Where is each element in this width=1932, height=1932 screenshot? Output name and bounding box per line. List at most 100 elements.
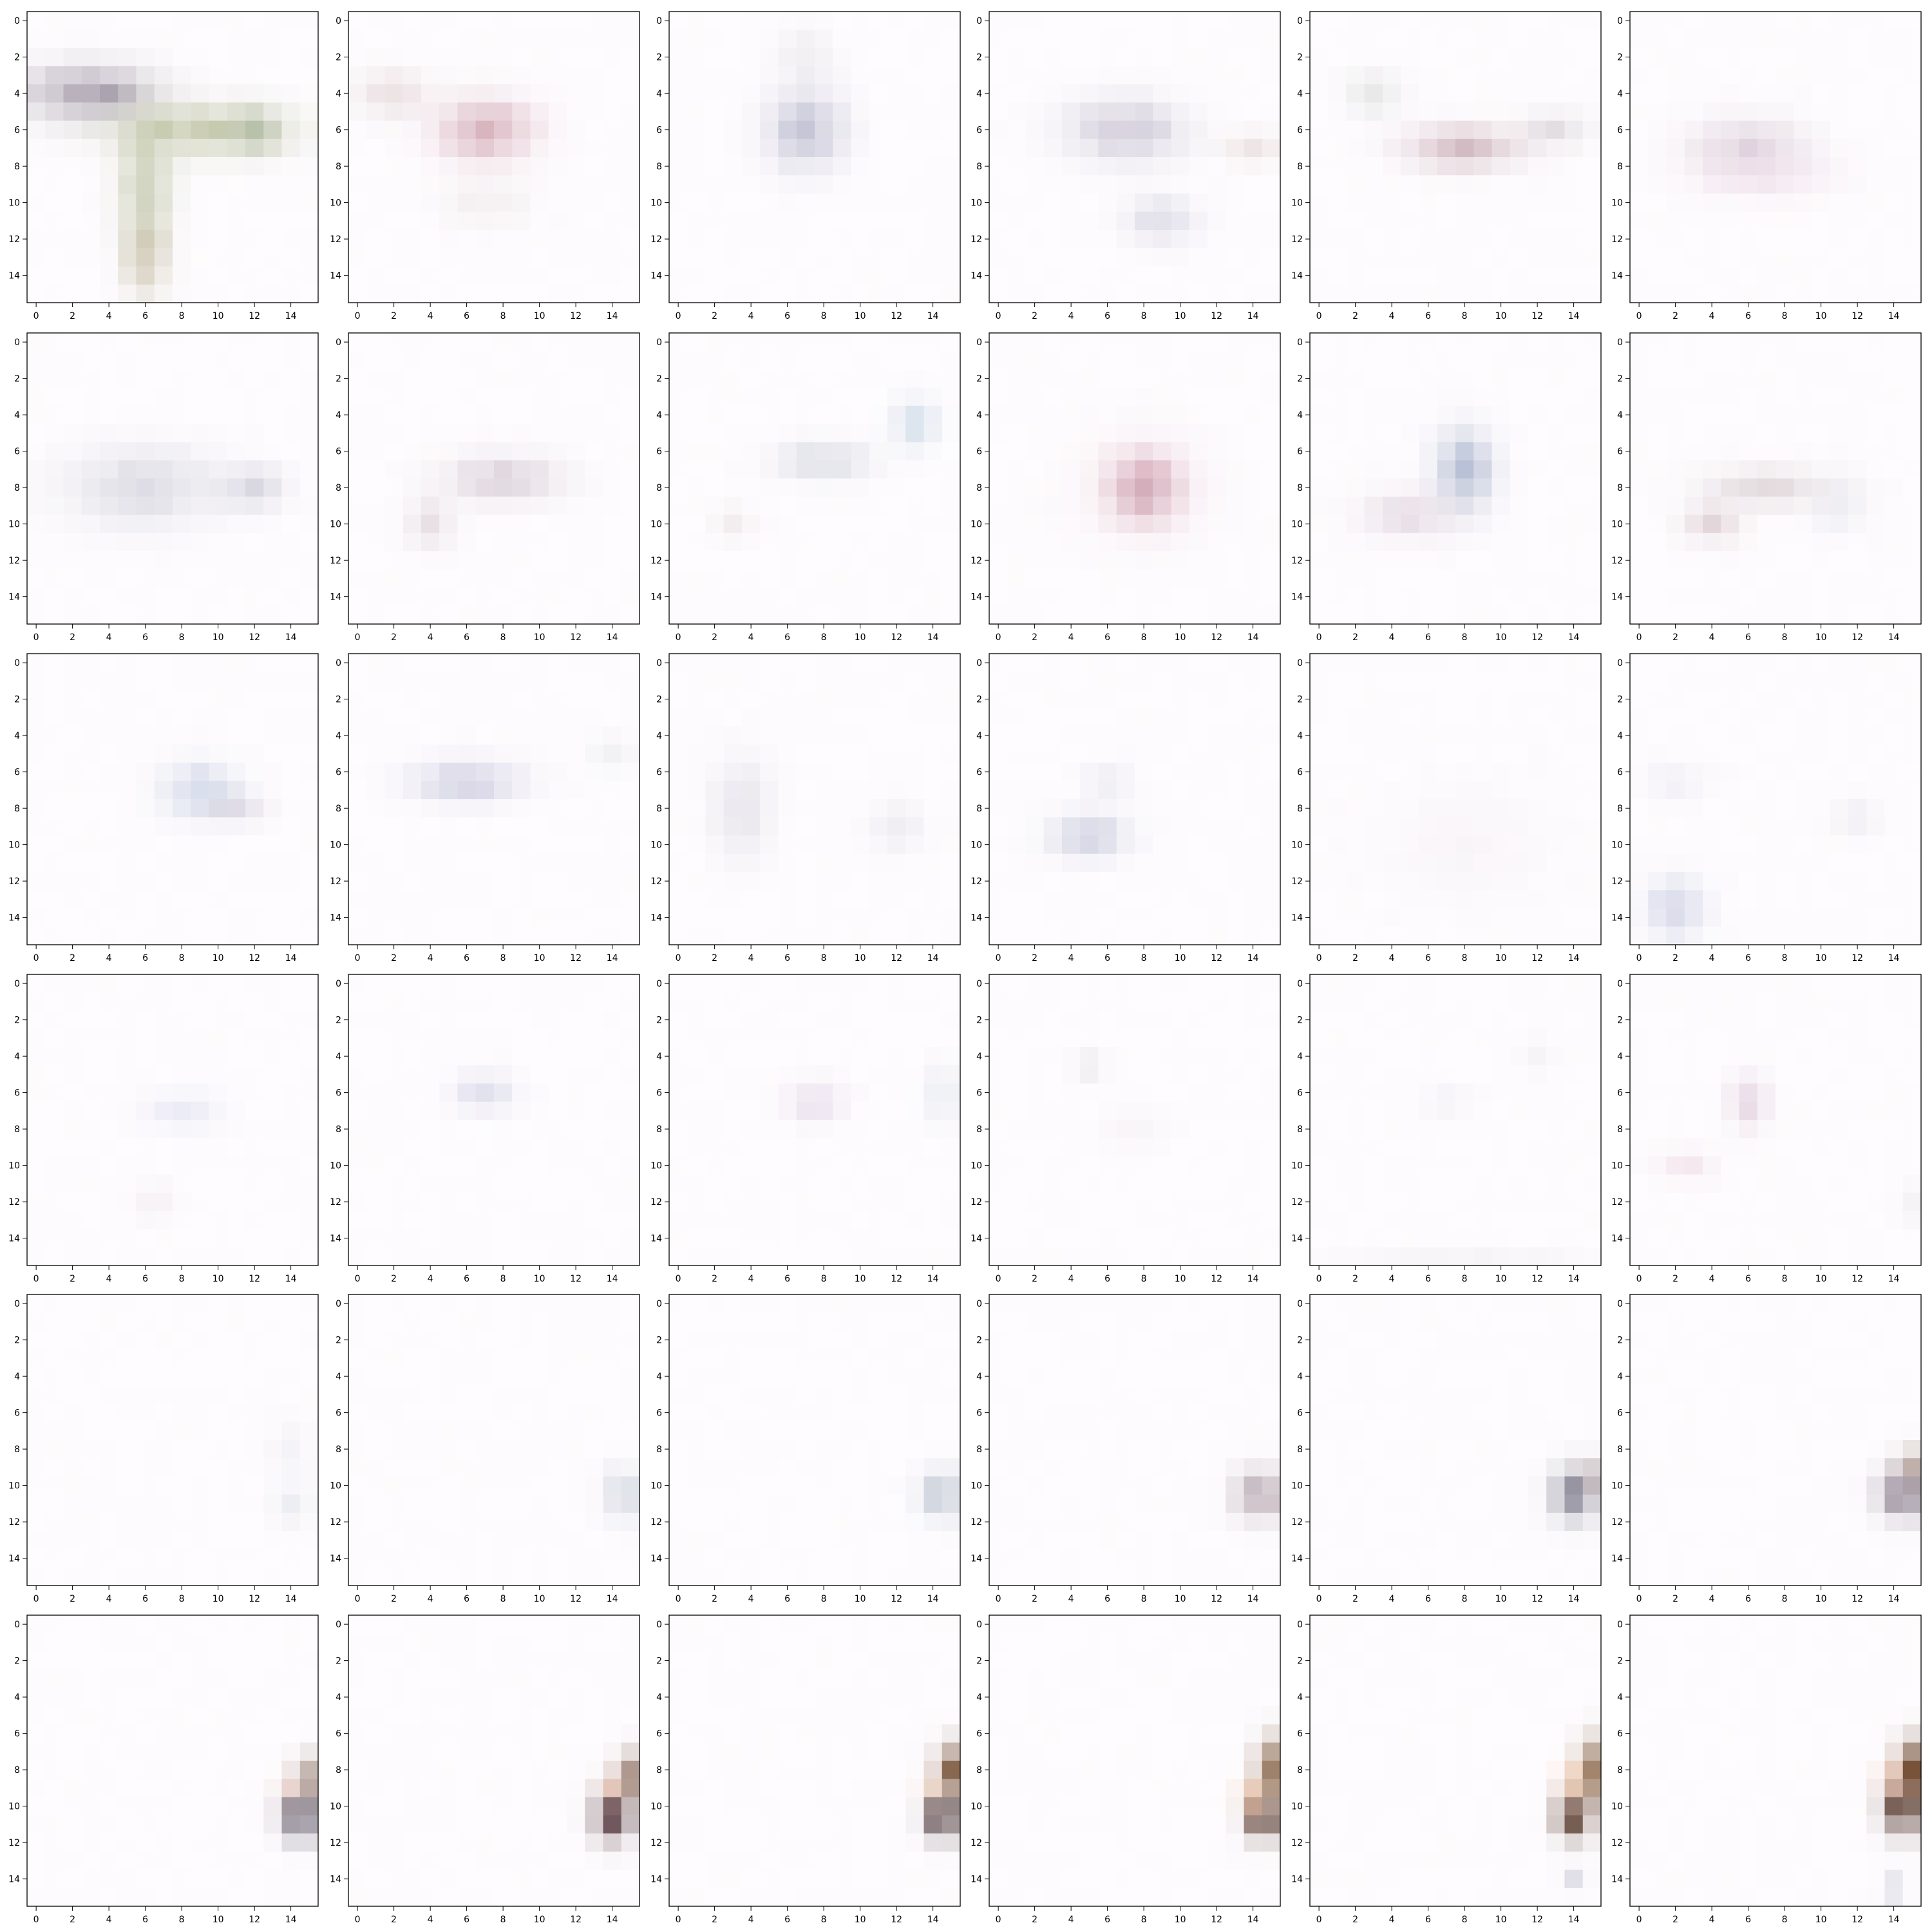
y-tick-label: 2 [14, 695, 20, 705]
heatmap-cell [63, 193, 82, 213]
heatmap-cell [530, 672, 549, 691]
heatmap-cell [1383, 781, 1401, 800]
heatmap-cell [1866, 157, 1886, 176]
heatmap-cell [1757, 569, 1776, 589]
heatmap-cell [778, 605, 797, 625]
heatmap-cell [833, 230, 852, 249]
heatmap-cell [1310, 478, 1329, 497]
heatmap-cell [227, 284, 246, 303]
heatmap-cell [1383, 908, 1401, 927]
heatmap-cell [548, 587, 567, 607]
heatmap-cell [1776, 351, 1794, 370]
heatmap-cell [1346, 211, 1365, 231]
heatmap-cell [1062, 351, 1081, 370]
heatmap-cell [227, 605, 246, 625]
heatmap-cell [457, 333, 477, 352]
heatmap-cell [1830, 460, 1849, 479]
heatmap-cell [1135, 211, 1153, 231]
heatmap-cell [245, 406, 264, 424]
heatmap-cell [887, 351, 906, 370]
heatmap-cell [869, 175, 888, 194]
heatmap-cell [1364, 478, 1383, 497]
heatmap-cell [1528, 551, 1547, 570]
heatmap-cell [1226, 799, 1245, 818]
heatmap-cell [815, 84, 833, 103]
heatmap-cell [1062, 230, 1081, 249]
heatmap-cell [63, 569, 82, 589]
heatmap-cell [100, 690, 118, 709]
heatmap-cell [942, 799, 961, 818]
heatmap-cell [154, 605, 173, 625]
heatmap-cell [1171, 726, 1190, 745]
heatmap-cell [742, 835, 761, 855]
heatmap-cell [227, 533, 246, 552]
heatmap-cell [1419, 853, 1438, 873]
heatmap-cell [299, 102, 319, 122]
heatmap-cell [760, 138, 779, 158]
heatmap-cell [348, 333, 367, 352]
heatmap-cell [1739, 351, 1758, 370]
heatmap-cell [1007, 157, 1027, 176]
heatmap-cell [1401, 387, 1420, 406]
heatmap-cell [1473, 533, 1493, 552]
heatmap-cell [494, 497, 513, 516]
heatmap-cell [1648, 424, 1667, 443]
heatmap-cell [1546, 442, 1566, 461]
heatmap-cell [1080, 587, 1099, 607]
heatmap-cell [1080, 781, 1099, 800]
heatmap-cell [585, 120, 604, 140]
heatmap-cell [118, 102, 137, 122]
heatmap-cell [27, 157, 46, 176]
heatmap-cell [209, 908, 228, 927]
heatmap-cell [154, 890, 173, 909]
heatmap-cell [778, 853, 797, 873]
heatmap-cell [1383, 551, 1401, 570]
heatmap-cell [27, 84, 46, 103]
x-tick-label: 8 [179, 632, 185, 643]
heatmap-cell [705, 744, 724, 764]
heatmap-cell [512, 266, 531, 285]
heatmap-cell [348, 799, 367, 818]
heatmap-cell [742, 926, 761, 945]
heatmap-cell [1455, 406, 1474, 424]
heatmap-cell [1208, 835, 1226, 855]
heatmap-cell [1648, 569, 1667, 589]
heatmap-cell [1866, 533, 1886, 552]
y-tick-label: 12 [650, 876, 662, 887]
heatmap-cell [136, 442, 155, 461]
heatmap-cell [669, 211, 688, 231]
heatmap-cell [1007, 908, 1027, 927]
heatmap-cell [923, 351, 943, 370]
heatmap-cell [887, 442, 906, 461]
y-tick-label: 0 [1617, 337, 1623, 348]
heatmap-cell [366, 605, 386, 625]
heatmap-cell [45, 672, 64, 691]
heatmap-cell [1171, 460, 1190, 479]
heatmap-cell [1528, 230, 1547, 249]
heatmap-cell [494, 369, 513, 388]
heatmap-cell [742, 908, 761, 927]
heatmap-cell [1262, 48, 1281, 67]
heatmap-cell [299, 569, 319, 589]
heatmap-cell [1116, 248, 1135, 267]
heatmap-cell [118, 690, 137, 709]
x-tick-label: 8 [500, 311, 506, 321]
heatmap-cell [1171, 193, 1190, 213]
heatmap-cell [760, 84, 779, 103]
heatmap-cell [530, 908, 549, 927]
heatmap-cell [1401, 84, 1420, 103]
heatmap-cell [742, 120, 761, 140]
heatmap-cell [869, 424, 888, 443]
heatmap-cell [209, 387, 228, 406]
heatmap-cell [63, 138, 82, 158]
heatmap-cell [833, 926, 852, 945]
heatmap-cell [669, 284, 688, 303]
heatmap-cell [512, 84, 531, 103]
y-tick-label: 0 [976, 658, 982, 668]
heatmap-cell [1171, 587, 1190, 607]
heatmap-cell [1262, 817, 1281, 837]
heatmap-cell [905, 175, 925, 194]
heatmap-cell [1757, 138, 1776, 158]
heatmap-cell [439, 12, 459, 30]
heatmap-cell [1437, 157, 1456, 176]
